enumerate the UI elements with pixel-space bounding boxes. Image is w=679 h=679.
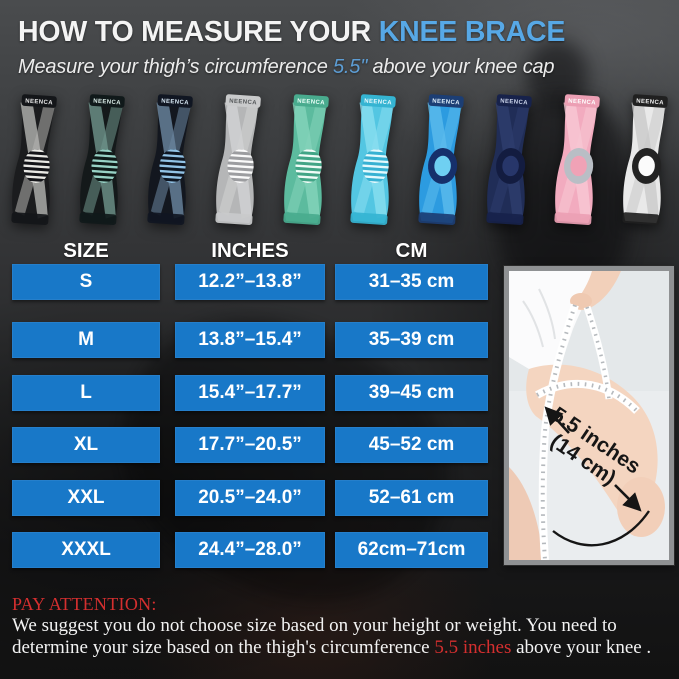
measuring-tape-vertical: [538, 303, 579, 560]
attention-paragraph: We suggest you do not choose size based …: [12, 615, 651, 658]
cell-cm: 62cm–71cm: [335, 532, 488, 568]
cell-size: S: [12, 264, 160, 300]
circumference-arc: [552, 510, 650, 547]
cell-cm: 35–39 cm: [335, 322, 488, 358]
cell-size: L: [12, 375, 160, 411]
cell-size: XXL: [12, 480, 160, 516]
cell-inches: 12.2”–13.8”: [175, 264, 325, 300]
attention-line2-highlight: 5.5 inches: [434, 636, 512, 658]
brand-label: NEENCA: [25, 99, 53, 107]
arrow-down-right-icon: [614, 484, 642, 512]
cell-inches: 24.4”–28.0”: [175, 532, 325, 568]
brand-label: NEENCA: [93, 99, 121, 107]
knee-brace-black: NEENCA: [0, 86, 68, 236]
brand-label: NEENCA: [297, 99, 325, 107]
size-table-row-l: L 15.4”–17.7” 39–45 cm: [12, 375, 488, 411]
knee-brace-pink: NEENCA: [543, 86, 611, 236]
knee-brace-dark-teal: NEENCA: [68, 86, 136, 236]
size-table-row-m: M 13.8”–15.4” 35–39 cm: [12, 322, 488, 358]
knee-brace-azure-blue: NEENCA: [407, 86, 475, 236]
cell-cm: 31–35 cm: [335, 264, 488, 300]
cell-inches: 17.7”–20.5”: [175, 427, 325, 463]
subtitle-highlight: 5.5": [333, 56, 368, 78]
page-subtitle: Measure your thigh’s circumference 5.5" …: [18, 56, 555, 79]
title-blue-part: KNEE BRACE: [378, 16, 566, 48]
cell-inches: 13.8”–15.4”: [175, 322, 325, 358]
knee-brace-light-gray: NEENCA: [204, 86, 272, 236]
knee-brace-mint-green: NEENCA: [272, 86, 340, 236]
cell-size: XL: [12, 427, 160, 463]
brand-label: NEENCA: [432, 99, 460, 107]
thigh-measurement-photo: 5.5 inches (14 cm): [504, 266, 674, 565]
knee-brace-steel-blue: NEENCA: [136, 86, 204, 236]
size-table-row-xxl: XXL 20.5”–24.0” 52–61 cm: [12, 480, 488, 516]
brand-label: NEENCA: [229, 99, 257, 107]
size-table-row-xxxl: XXXL 24.4”–28.0” 62cm–71cm: [12, 532, 488, 568]
title-white-part: HOW TO MEASURE YOUR: [18, 16, 379, 48]
cell-inches: 20.5”–24.0”: [175, 480, 325, 516]
brand-label: NEENCA: [161, 99, 189, 107]
knee-brace-color-row: NEENCA NEENCA NEENCA: [0, 86, 679, 236]
cell-inches: 15.4”–17.7”: [175, 375, 325, 411]
page-title: HOW TO MEASURE YOUR KNEE BRACE: [18, 16, 565, 49]
brand-label: NEENCA: [636, 99, 664, 107]
brand-label: NEENCA: [365, 99, 393, 107]
size-table-row-s: S 12.2”–13.8” 31–35 cm: [12, 264, 488, 300]
knee-brace-navy: NEENCA: [475, 86, 543, 236]
attention-line2-post: above your knee .: [511, 636, 652, 658]
cell-cm: 45–52 cm: [335, 427, 488, 463]
pay-attention-heading: PAY ATTENTION:: [12, 594, 157, 614]
knee-brace-sky-blue: NEENCA: [340, 86, 408, 236]
size-table-row-xl: XL 17.7”–20.5” 45–52 cm: [12, 427, 488, 463]
knee: [617, 477, 665, 537]
lower-leg: [509, 467, 543, 560]
thigh-measurement-illustration: 5.5 inches (14 cm): [509, 271, 669, 560]
subtitle-pre: Measure your thigh’s circumference: [18, 56, 333, 78]
subtitle-post: above your knee cap: [367, 56, 555, 78]
brand-label: NEENCA: [568, 99, 596, 107]
cell-size: M: [12, 322, 160, 358]
knee-brace-white-stripe: NEENCA: [611, 86, 679, 236]
cell-size: XXXL: [12, 532, 160, 568]
attention-line1: We suggest you do not choose size based …: [12, 615, 617, 636]
brand-label: NEENCA: [500, 99, 528, 107]
table-header-size: SIZE: [63, 239, 109, 262]
cell-cm: 52–61 cm: [335, 480, 488, 516]
cell-cm: 39–45 cm: [335, 375, 488, 411]
table-header-cm: CM: [395, 239, 428, 262]
arrow-up-left-icon: [544, 406, 570, 434]
attention-line2-pre: determine your size based on the thigh's…: [12, 636, 435, 658]
table-header-inches: INCHES: [211, 239, 289, 262]
measuring-tape-wrap: [535, 379, 640, 414]
